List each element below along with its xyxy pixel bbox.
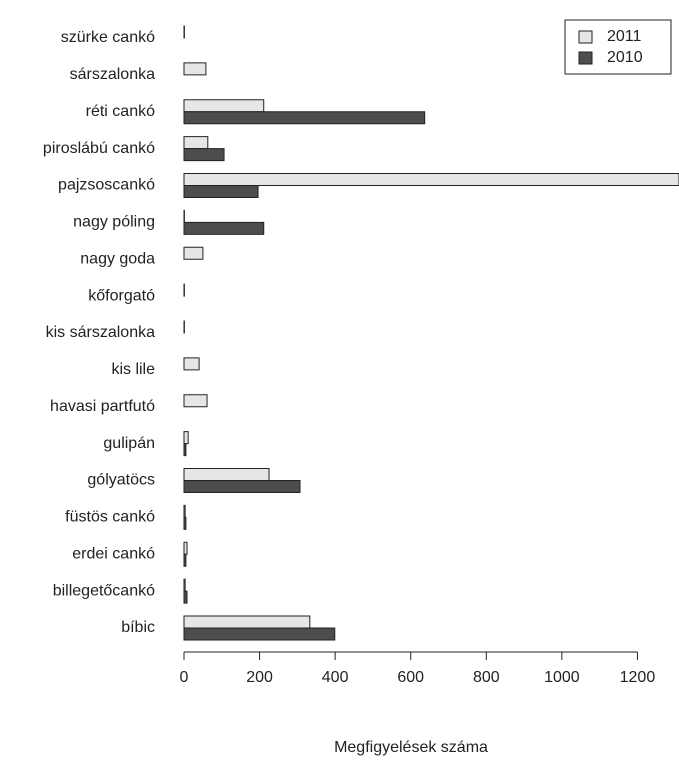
y-tick-label: gólyatöcs — [87, 472, 155, 489]
y-tick-label: füstös cankó — [65, 509, 155, 526]
bar — [183, 111, 426, 125]
y-tick-label: pajzsoscankó — [58, 177, 155, 194]
bar — [183, 246, 204, 260]
y-tick-label: piroslábú cankó — [43, 140, 155, 157]
y-tick-label: réti cankó — [86, 103, 155, 120]
x-tick-label: 800 — [473, 669, 500, 686]
bar — [183, 615, 311, 629]
legend-swatch — [578, 30, 593, 44]
bar — [183, 136, 209, 150]
legend-swatch — [578, 51, 593, 65]
bar — [183, 185, 259, 198]
plot-area — [183, 25, 679, 641]
bar — [183, 443, 187, 457]
bar — [183, 504, 186, 518]
bar — [183, 480, 301, 493]
bar — [183, 431, 189, 445]
legend-label: 2011 — [607, 28, 642, 45]
y-tick-label: gulipán — [103, 435, 155, 452]
bar — [183, 221, 265, 235]
bar — [183, 553, 187, 567]
legend-label: 2010 — [607, 49, 643, 66]
y-tick-label: kőforgató — [88, 287, 155, 304]
x-tick-label: 400 — [322, 669, 349, 686]
x-tick-label: 1000 — [544, 669, 580, 686]
x-tick-label: 0 — [180, 669, 189, 686]
y-tick-label: havasi partfutó — [50, 398, 155, 415]
x-tick-label: 200 — [246, 669, 273, 686]
bar — [183, 99, 265, 113]
bar — [183, 357, 200, 371]
y-tick-label: nagy póling — [73, 214, 155, 231]
bar — [183, 578, 186, 592]
bar — [183, 62, 207, 76]
y-tick-label: billegetőcankó — [53, 582, 155, 599]
y-tick-label: bíbic — [121, 619, 155, 636]
x-tick-label: 600 — [397, 669, 424, 686]
y-tick-label: sárszalonka — [70, 66, 155, 83]
bar — [183, 590, 188, 604]
bar — [183, 148, 225, 162]
legend-box — [564, 19, 672, 75]
bar — [183, 541, 188, 555]
y-tick-label: kis sárszalonka — [46, 324, 155, 341]
x-tick-label: 1200 — [620, 669, 656, 686]
bar — [183, 173, 679, 186]
bar — [183, 394, 208, 408]
y-tick-label: nagy goda — [80, 250, 155, 267]
x-axis-label: Megfigyelések száma — [334, 739, 488, 756]
bar — [183, 468, 270, 481]
bar — [183, 627, 336, 641]
bar — [183, 516, 187, 530]
y-tick-label: kis lile — [111, 361, 155, 378]
y-tick-label: erdei cankó — [72, 545, 155, 562]
y-tick-label: szürke cankó — [61, 29, 155, 46]
